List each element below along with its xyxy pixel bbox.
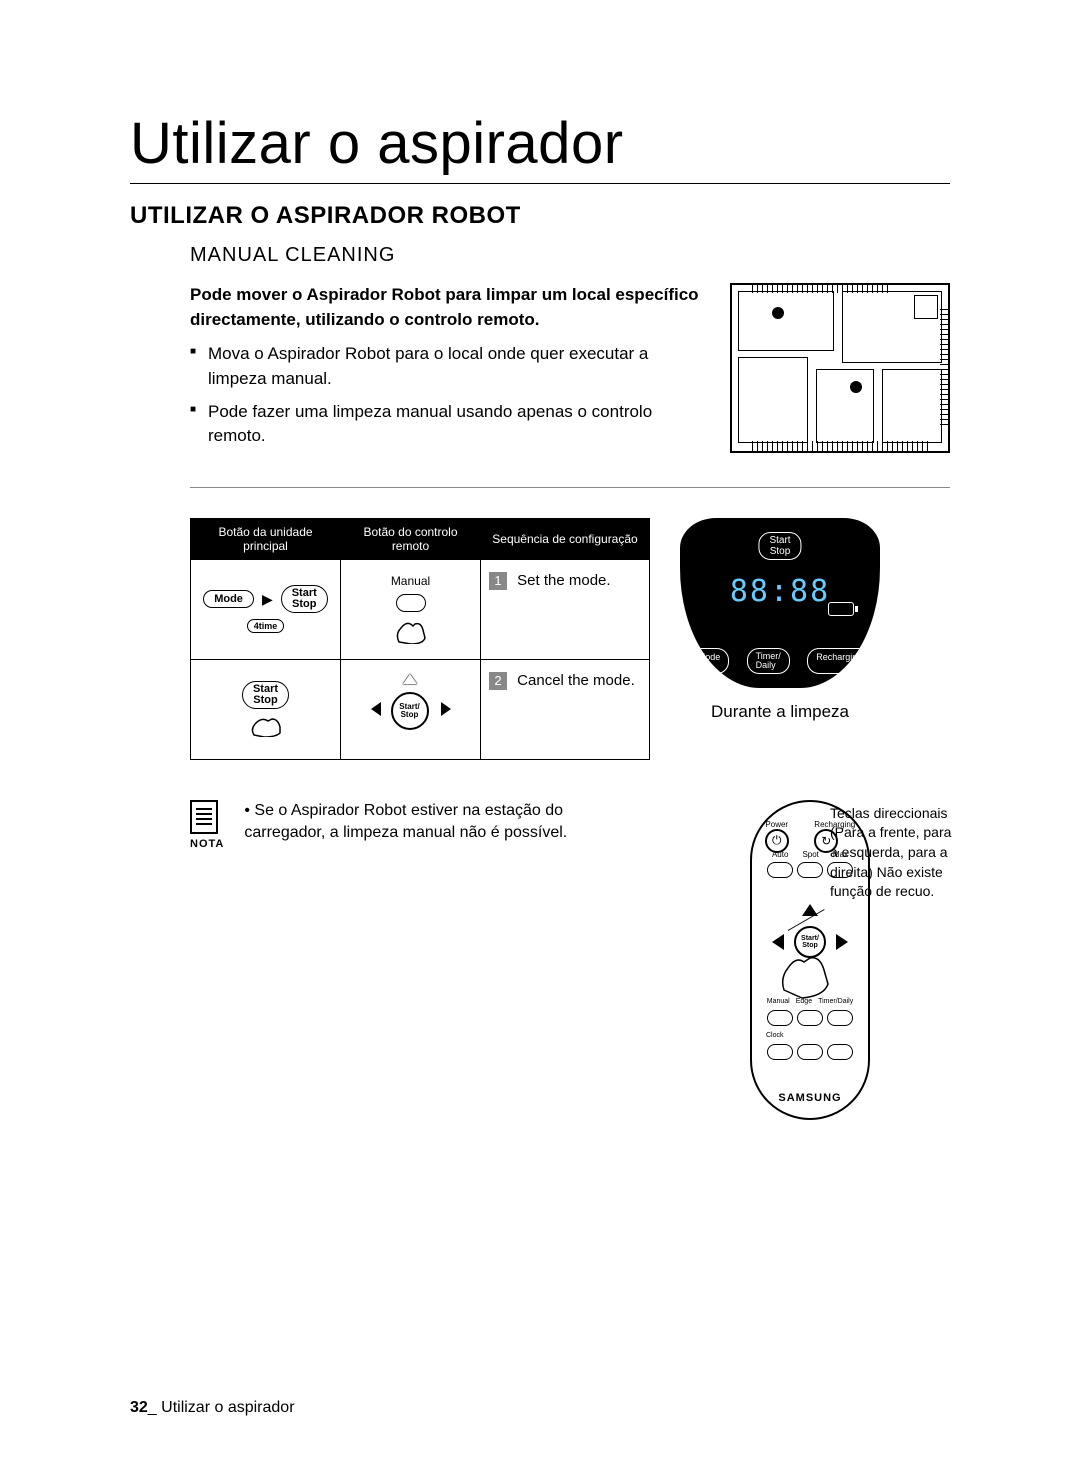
power-label: Power — [765, 820, 789, 829]
separator — [190, 487, 950, 488]
remote-control-diagram: Power ⏻ Recharging ↻ Auto Spot Max — [670, 800, 950, 1120]
up-arrow-icon — [403, 674, 417, 684]
remote-pill-button-icon — [767, 1010, 793, 1026]
hand-press-icon — [780, 950, 840, 1000]
hand-press-icon — [393, 618, 429, 644]
note-label: NOTA — [190, 838, 224, 850]
sequence-text: Cancel the mode. — [517, 672, 635, 689]
page-footer: 32_ Utilizar o aspirador — [130, 1399, 295, 1417]
remote-pill-button-icon — [797, 862, 823, 878]
spot-label: Spot — [802, 850, 818, 859]
left-arrow-icon — [371, 702, 381, 716]
table-header: Sequência de configuração — [481, 518, 650, 559]
footer-text: Utilizar o aspirador — [161, 1399, 294, 1416]
battery-icon — [828, 602, 854, 616]
remote-pill-button-icon — [767, 862, 793, 878]
brand-label: SAMSUNG — [752, 1092, 868, 1104]
intro-bullet: Pode fazer uma limpeza manual usando ape… — [190, 400, 700, 449]
remote-pill-button-icon — [767, 1044, 793, 1060]
table-header: Botão do controlo remoto — [341, 518, 481, 559]
config-table: Botão da unidade principal Botão do cont… — [190, 518, 650, 760]
right-arrow-icon — [441, 702, 451, 716]
remote-pill-button-icon — [827, 1010, 853, 1026]
manual-label: Manual — [391, 574, 430, 588]
sequence-number: 1 — [489, 572, 507, 590]
clock-label: Clock — [766, 1032, 784, 1039]
mode-button-icon: Mode — [203, 590, 254, 608]
page-number: 32 — [130, 1399, 148, 1416]
intro-lead: Pode mover o Aspirador Robot para limpar… — [190, 283, 700, 332]
intro-bullet: Mova o Aspirador Robot para o local onde… — [190, 342, 700, 391]
robot-caption: Durante a limpeza — [680, 702, 880, 722]
subsection-title: MANUAL CLEANING — [190, 244, 950, 267]
note-text: • Se o Aspirador Robot estiver na estaçã… — [244, 800, 624, 845]
note-icon — [190, 800, 218, 834]
start-stop-button-icon: Start Stop — [281, 585, 328, 613]
remote-button-icon — [396, 594, 426, 612]
sequence-number: 2 — [489, 672, 507, 690]
robot-timer-button-icon: Timer/ Daily — [747, 648, 790, 674]
dpad-center-icon: Start/ Stop — [391, 692, 429, 730]
table-row: Mode ▶ Start Stop 4time Manual — [191, 559, 650, 659]
floorplan-diagram — [730, 283, 950, 453]
robot-mode-button-icon: Mode — [689, 648, 730, 674]
dpad-right-icon — [836, 934, 848, 950]
start-stop-button-icon: Start Stop — [242, 681, 289, 709]
remote-pill-button-icon — [797, 1044, 823, 1060]
sequence-text: Set the mode. — [517, 572, 610, 589]
auto-label: Auto — [772, 850, 788, 859]
robot-start-stop-icon: Start Stop — [758, 532, 801, 560]
main-title: Utilizar o aspirador — [130, 110, 950, 184]
section-title: UTILIZAR O ASPIRADOR ROBOT — [130, 202, 950, 230]
robot-recharging-button-icon: Recharging — [807, 648, 871, 674]
remote-pill-button-icon — [827, 1044, 853, 1060]
robot-display-diagram: Start Stop 88:88 Mode Timer/ Daily Recha… — [680, 518, 880, 722]
hand-press-icon — [248, 715, 284, 737]
4time-label: 4time — [247, 619, 285, 633]
dpad-left-icon — [772, 934, 784, 950]
table-header: Botão da unidade principal — [191, 518, 341, 559]
remote-annotation: Teclas direccionais (Para a frente, para… — [830, 804, 960, 902]
arrow-icon: ▶ — [262, 591, 273, 608]
robot-segment-display: 88:88 — [730, 574, 830, 609]
table-row: Start Stop Start/ Stop — [191, 659, 650, 759]
remote-pill-button-icon — [797, 1010, 823, 1026]
